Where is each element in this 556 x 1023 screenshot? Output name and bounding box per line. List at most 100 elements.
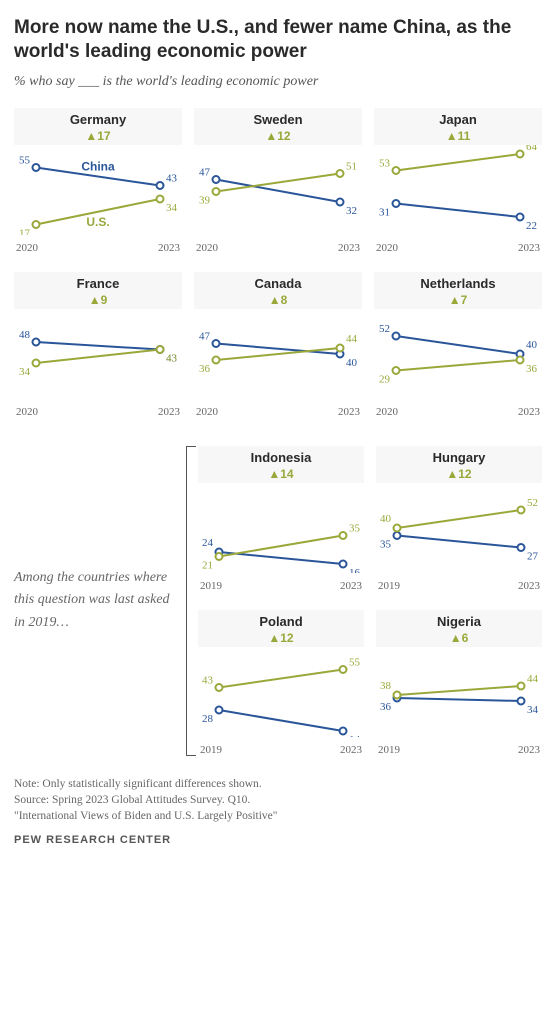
panel-sweden: Sweden ▲12 47 32 39 51 2020 2023	[194, 108, 362, 254]
panel-title: France	[14, 276, 182, 291]
panel-grid-2019: Indonesia ▲14 24 16 21 35 2019 2023 Hung…	[190, 446, 542, 756]
marker-us	[394, 524, 401, 531]
x-axis: 2019 2023	[198, 580, 364, 592]
line-us	[397, 510, 521, 528]
marker-us	[517, 356, 524, 363]
note-line: Note: Only statistically significant dif…	[14, 776, 542, 792]
value-us-start: 39	[199, 194, 211, 206]
x-axis: 2020 2023	[374, 406, 542, 418]
marker-china	[216, 706, 223, 713]
chart-title: More now name the U.S., and fewer name C…	[14, 16, 542, 64]
panel-chart: 36 34 38 44	[376, 647, 542, 737]
value-us-end: 44	[346, 333, 358, 345]
value-china-end: 27	[527, 550, 539, 562]
value-us-start: 40	[380, 513, 392, 525]
x-tick: 2023	[338, 406, 360, 418]
value-china-end: 40	[526, 339, 538, 351]
value-china-start: 47	[199, 330, 211, 342]
value-china-start: 48	[19, 329, 31, 341]
value-china-start: 28	[202, 713, 214, 725]
x-tick: 2023	[518, 406, 540, 418]
value-us-end: 52	[527, 497, 538, 509]
marker-us	[518, 506, 525, 513]
line-us	[397, 686, 521, 695]
x-tick: 2023	[158, 406, 180, 418]
marker-us	[216, 553, 223, 560]
delta-badge: ▲17	[14, 129, 182, 143]
delta-badge: ▲9	[14, 293, 182, 307]
panel-title: Poland	[198, 614, 364, 629]
panel-chart: 52 40 29 36	[374, 309, 542, 399]
panel-chart: 55 43 17 34 China U.S.	[14, 145, 182, 235]
chart-notes: Note: Only statistically significant dif…	[14, 776, 542, 824]
marker-china	[33, 164, 40, 171]
panel-title: Netherlands	[374, 276, 542, 291]
marker-china	[337, 198, 344, 205]
value-us-end: 36	[526, 363, 538, 375]
delta-badge: ▲8	[194, 293, 362, 307]
marker-china	[213, 176, 220, 183]
x-axis: 2020 2023	[194, 406, 362, 418]
value-china-end: 14	[349, 734, 361, 737]
marker-us	[340, 532, 347, 539]
panel-hungary: Hungary ▲12 35 27 40 52 2019 2023	[376, 446, 542, 592]
panel-indonesia: Indonesia ▲14 24 16 21 35 2019 2023	[198, 446, 364, 592]
value-us-start: 43	[202, 674, 214, 686]
value-us-start: 53	[379, 157, 391, 169]
value-us-end: 34	[166, 202, 178, 214]
marker-us	[337, 170, 344, 177]
marker-china	[340, 727, 347, 734]
side-note: Among the countries where this question …	[14, 567, 190, 634]
value-china-start: 36	[380, 701, 392, 713]
marker-china	[33, 338, 40, 345]
marker-us	[213, 188, 220, 195]
x-tick: 2019	[200, 744, 222, 756]
delta-badge: ▲12	[194, 129, 362, 143]
marker-china	[518, 544, 525, 551]
marker-china	[213, 340, 220, 347]
marker-us	[517, 150, 524, 157]
line-china	[396, 336, 520, 354]
marker-us	[518, 682, 525, 689]
x-tick: 2023	[518, 580, 540, 592]
marker-us	[337, 344, 344, 351]
line-china	[397, 698, 521, 701]
delta-badge: ▲6	[376, 631, 542, 645]
note-line: Source: Spring 2023 Global Attitudes Sur…	[14, 792, 542, 808]
marker-us	[157, 346, 164, 353]
x-tick: 2020	[376, 242, 398, 254]
delta-badge: ▲14	[198, 467, 364, 481]
x-axis: 2019 2023	[376, 580, 542, 592]
x-axis: 2019 2023	[198, 744, 364, 756]
marker-china	[393, 200, 400, 207]
x-axis: 2020 2023	[194, 242, 362, 254]
panel-title: Hungary	[376, 450, 542, 465]
x-tick: 2020	[196, 242, 218, 254]
marker-china	[518, 697, 525, 704]
line-us	[396, 154, 520, 171]
line-china	[219, 710, 343, 731]
marker-us	[33, 221, 40, 228]
value-us-start: 34	[19, 366, 31, 378]
value-china-start: 24	[202, 537, 214, 549]
value-china-start: 55	[19, 154, 31, 166]
x-tick: 2023	[518, 242, 540, 254]
chart-subtitle: % who say ___ is the world's leading eco…	[14, 74, 542, 90]
value-us-start: 17	[19, 227, 31, 235]
line-us	[216, 348, 340, 360]
value-us-start: 29	[379, 373, 391, 385]
value-us-end: 51	[346, 160, 357, 172]
marker-china	[517, 213, 524, 220]
value-china-end: 43	[166, 172, 178, 184]
x-axis: 2020 2023	[374, 242, 542, 254]
x-tick: 2023	[338, 242, 360, 254]
marker-us	[33, 359, 40, 366]
x-axis: 2020 2023	[14, 406, 182, 418]
series-label-us: U.S.	[86, 214, 109, 228]
delta-badge: ▲12	[376, 467, 542, 481]
panel-japan: Japan ▲11 31 22 53 64 2020 2023	[374, 108, 542, 254]
panel-title: Japan	[374, 112, 542, 127]
panel-netherlands: Netherlands ▲7 52 40 29 36 2020 2023	[374, 272, 542, 418]
x-tick: 2019	[200, 580, 222, 592]
panel-title: Canada	[194, 276, 362, 291]
